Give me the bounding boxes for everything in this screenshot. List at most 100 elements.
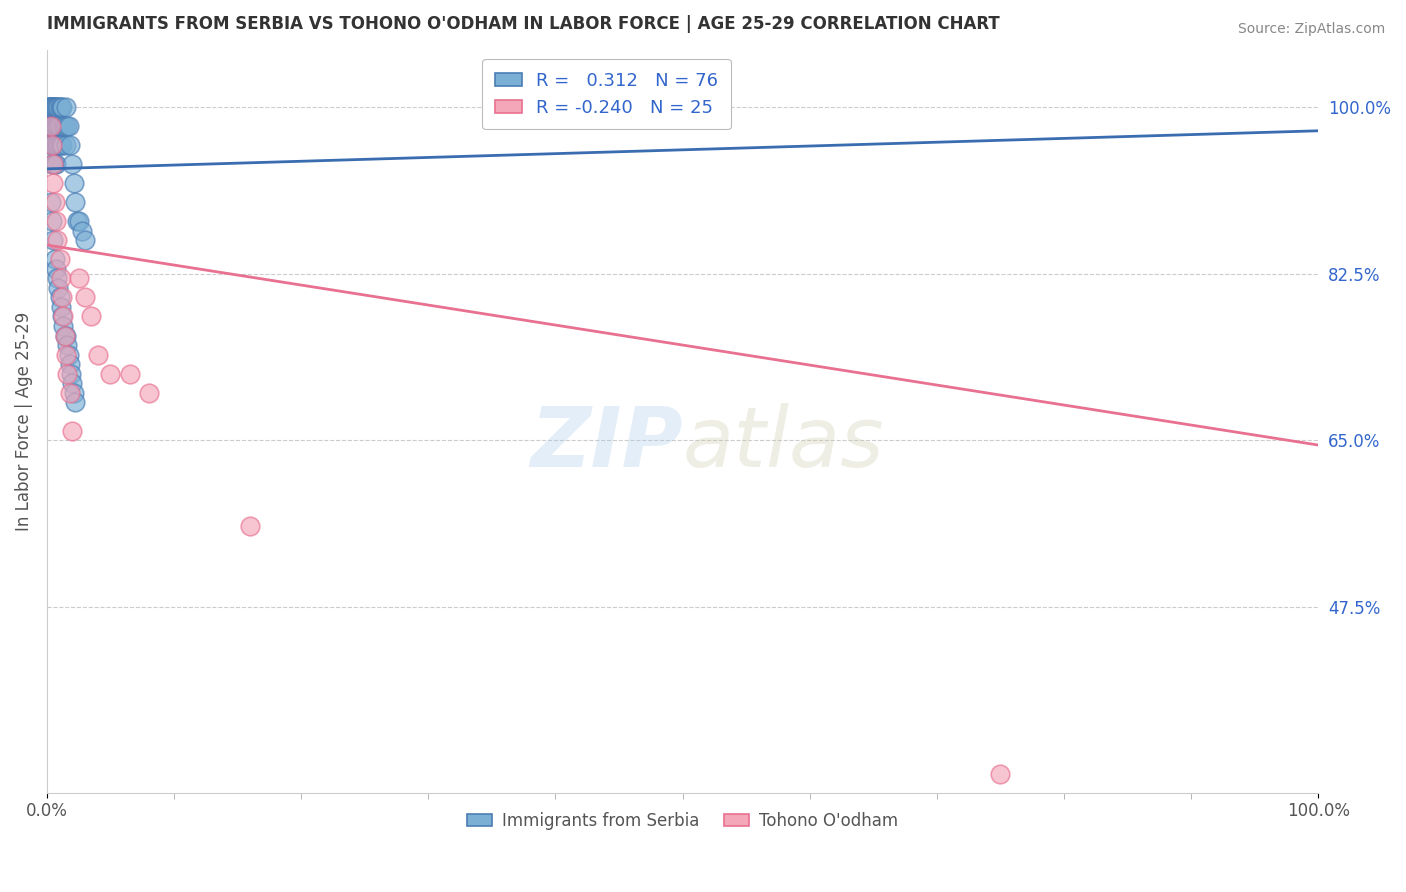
Point [80,310,103,324]
Point [42,157,65,171]
Point [39,138,62,153]
Point [52,318,75,333]
Point [46,271,69,285]
Point [49,300,72,314]
Point [87,348,110,362]
Point [45,100,67,114]
Text: Source: ZipAtlas.com: Source: ZipAtlas.com [1237,22,1385,37]
Point [39,100,62,114]
Point [45,157,67,171]
Point [63,395,86,409]
Point [59,357,82,371]
Point [55,138,77,153]
Point [51,290,73,304]
Point [44,138,66,153]
Point [55,100,77,114]
Point [42,176,65,190]
Point [53,328,76,343]
Point [51,100,73,114]
Point [239,519,262,533]
Point [67,214,90,228]
Point [49,138,72,153]
Point [46,138,69,153]
Point [44,157,66,171]
Point [46,119,69,133]
Point [49,100,72,114]
Point [42,157,65,171]
Point [60,424,83,438]
Point [38,100,60,114]
Point [42,233,65,247]
Point [56,119,79,133]
Point [55,348,77,362]
Point [48,119,70,133]
Point [42,138,65,153]
Point [118,367,141,381]
Point [53,119,76,133]
Point [41,138,63,153]
Point [100,367,122,381]
Legend: Immigrants from Serbia, Tohono O'odham: Immigrants from Serbia, Tohono O'odham [460,805,905,837]
Point [41,100,63,114]
Point [58,119,80,133]
Point [56,367,79,381]
Point [53,328,76,343]
Point [42,100,65,114]
Point [59,138,82,153]
Point [60,157,83,171]
Point [44,100,66,114]
Point [46,119,69,133]
Point [67,271,90,285]
Point [46,100,69,114]
Point [39,100,62,114]
Point [73,233,96,247]
Text: atlas: atlas [682,403,884,484]
Point [45,138,67,153]
Text: ZIP: ZIP [530,403,682,484]
Point [41,138,63,153]
Point [41,157,63,171]
Point [42,119,65,133]
Point [46,100,69,114]
Point [60,376,83,391]
Point [44,195,66,210]
Point [41,100,63,114]
Point [62,385,84,400]
Point [46,233,69,247]
Point [59,385,82,400]
Text: IMMIGRANTS FROM SERBIA VS TOHONO O'ODHAM IN LABOR FORCE | AGE 25-29 CORRELATION : IMMIGRANTS FROM SERBIA VS TOHONO O'ODHAM… [46,15,1000,33]
Point [38,100,60,114]
Point [72,224,94,238]
Point [44,100,66,114]
Point [48,290,70,304]
Point [51,310,73,324]
Point [41,214,63,228]
Point [44,119,66,133]
Point [44,252,66,267]
Point [41,100,63,114]
Point [48,100,70,114]
Point [39,195,62,210]
Point [48,138,70,153]
Point [138,385,160,400]
Point [39,119,62,133]
Y-axis label: In Labor Force | Age 25-29: In Labor Force | Age 25-29 [15,311,32,531]
Point [46,281,69,295]
Point [66,214,89,228]
Point [45,261,67,276]
Point [56,338,79,352]
Point [38,119,60,133]
Point [39,119,62,133]
Point [38,100,60,114]
Point [39,100,62,114]
Point [49,271,72,285]
Point [73,290,96,304]
Point [46,138,69,153]
Point [990,766,1012,780]
Point [60,367,83,381]
Point [48,252,70,267]
Point [63,195,86,210]
Point [55,328,77,343]
Point [42,100,65,114]
Point [51,138,73,153]
